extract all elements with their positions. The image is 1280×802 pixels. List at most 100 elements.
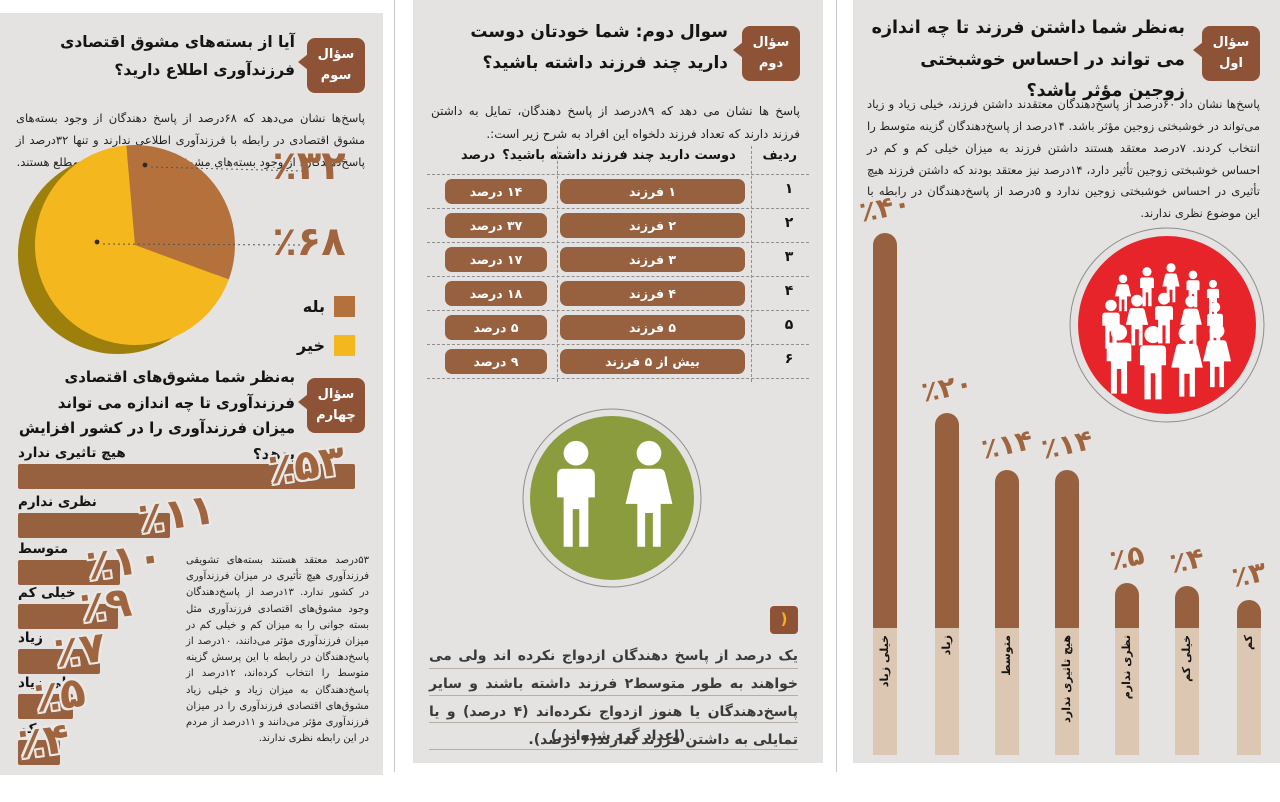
q4-bar (18, 464, 355, 489)
q2-percent-cell: ۱۸ درصد (445, 281, 547, 306)
q4-bar-category-label: خیلی کم (18, 585, 76, 601)
q1-bar-stem (1115, 628, 1139, 755)
question1-paragraph: پاسخ‌ها نشان داد ۶۰درصد از پاسخ‌دهندگان … (867, 97, 1261, 221)
q3-pie-svg (18, 145, 303, 354)
q2-col-header-percent: درصد (461, 148, 496, 163)
q1-bar-stem (1055, 628, 1079, 755)
question2-paragraph: پاسخ ها نشان می دهد که ۸۹درصد از پاسخ ده… (431, 104, 800, 141)
q3-legend-swatch (334, 335, 355, 356)
q2-table-row: ۶ بیش از ۵ فرزند ۹ درصد (427, 345, 809, 379)
pie-leader-line (150, 166, 303, 172)
q1-bar-category-label: کم (1242, 635, 1255, 651)
q4-bar-category-label: خیلی زیاد (18, 675, 82, 691)
q2-row-number: ۲ (784, 215, 794, 231)
panel-question-2: سؤال دوم سوال دوم: شما خودتان دوست دارید… (413, 0, 823, 763)
q2-couple-circle (522, 408, 702, 588)
q1-bar-category-label: نظری ندارم (1120, 635, 1133, 700)
q2-col-header-row-number: ردیف (762, 148, 797, 163)
q2-table: ردیف دوست دارید چند فرزند داشته باشید؟ درص… (427, 146, 809, 382)
q1-bar (995, 470, 1019, 628)
q2-children-cell: ۱ فرزند (560, 179, 745, 204)
q4-bar (18, 604, 118, 629)
q2-children-cell: ۵ فرزند (560, 315, 745, 340)
panel-question-3-4: سؤال سوم آیا از بسته‌های مشوق اقتصادی فر… (0, 13, 383, 775)
q2-children-cell: ۲ فرزند (560, 213, 745, 238)
q2-table-divider (751, 146, 752, 382)
q3-legend-swatch (334, 296, 355, 317)
q1-bar-category-label: متوسط (1000, 635, 1013, 676)
panel-question-1: سؤال اول به‌نظر شما داشتن فرزند تا چه ان… (853, 0, 1280, 763)
q2-children-cell: ۴ فرزند (560, 281, 745, 306)
q2-children-cell: ۳ فرزند (560, 247, 745, 272)
q4-bar-category-label: هیچ تاثیری ندارد (18, 445, 126, 461)
q2-col-header-question: دوست دارید چند فرزند داشته باشید؟ (502, 148, 736, 163)
q2-row-number: ۱ (784, 181, 794, 197)
q2-table-header-row: ردیف دوست دارید چند فرزند داشته باشید؟ درص… (427, 146, 809, 175)
q2-row-number: ۶ (784, 351, 794, 367)
q1-bar (935, 413, 959, 628)
q2-table-row: ۳ ۳ فرزند ۱۷ درصد (427, 243, 809, 277)
q1-bar-stem (873, 628, 897, 755)
question4-title: به‌نظر شما مشوق‌های اقتصادی فرزندآوری تا… (18, 368, 295, 463)
question3-tag: سؤال سوم (298, 38, 365, 93)
q1-bar-category-label: هیچ تاثیری ندارد (1060, 635, 1073, 723)
pie-slice-بله (126, 145, 235, 280)
q2-table-row: ۴ ۴ فرزند ۱۸ درصد (427, 277, 809, 311)
q4-bar (18, 560, 120, 585)
question2-title: سوال دوم: شما خودتان دوست دارید چند فرزن… (470, 22, 728, 73)
q2-table-divider (557, 146, 558, 382)
q1-bar-category-label: خیلی زیاد (878, 635, 891, 688)
q2-row-number: ۳ (784, 249, 794, 265)
q4-bar-category-label: کم (18, 721, 37, 737)
q1-bar-category-label: زیاد (940, 635, 953, 656)
q3-legend-item: بله (303, 296, 355, 317)
q2-note-mark: ( (770, 606, 798, 634)
pie-leader-line (102, 243, 303, 246)
q1-bar (1055, 470, 1079, 628)
q2-table-row: ۵ ۵ فرزند ۵ درصد (427, 311, 809, 345)
q3-pie-value-no: ٪۶۸ (272, 219, 346, 265)
q4-bar (18, 513, 170, 538)
q2-note: یک درصد از پاسخ دهندگان ازدواج نکرده اند… (429, 642, 798, 754)
question2-tag: سؤال دوم (733, 26, 800, 81)
q1-bar (1175, 586, 1199, 628)
q1-bar-stem (995, 628, 1019, 755)
q2-note-footer: (اعداد گرد شده‌اند.) (550, 728, 686, 744)
q1-bar-value-label: ٪۲۰ (918, 366, 976, 409)
q4-bar-value-label: ٪۴ (14, 712, 73, 769)
question4-paragraph: ۵۳درصد معتقد هستند بسته‌های تشویقی فرزند… (186, 555, 369, 745)
question1-tag: سؤال اول (1193, 26, 1260, 81)
q1-bar (873, 233, 897, 628)
pie-leader-dot (94, 239, 100, 245)
pie-slice-خیر (34, 145, 229, 346)
q2-table-row: ۱ ۱ فرزند ۱۴ درصد (427, 175, 809, 209)
q1-bar (1115, 583, 1139, 628)
q1-bar (1237, 600, 1261, 628)
q4-bar (18, 694, 73, 719)
q2-percent-cell: ۵ درصد (445, 315, 547, 340)
pie-leader-dot (142, 162, 148, 168)
q3-legend-label: خیر (296, 336, 325, 355)
question1-title: به‌نظر شما داشتن فرزند تا چه اندازه می ت… (871, 18, 1185, 101)
q1-crowd-circle (1069, 227, 1265, 423)
q4-bar (18, 649, 100, 674)
q2-percent-cell: ۳۷ درصد (445, 213, 547, 238)
q3-legend-label: بله (302, 297, 325, 316)
question4-tag: سؤال چهارم (298, 378, 365, 433)
q4-bar (18, 740, 60, 765)
q1-bar-stem (935, 628, 959, 755)
q2-children-cell: بیش از ۵ فرزند (560, 349, 745, 374)
q2-percent-cell: ۱۷ درصد (445, 247, 547, 272)
q4-bar-category-label: متوسط (18, 541, 69, 557)
q2-percent-cell: ۱۴ درصد (445, 179, 547, 204)
q3-pie-value-yes: ٪۳۲ (272, 143, 346, 189)
q2-row-number: ۴ (784, 283, 794, 299)
q4-bar-category-label: نظری ندارم (18, 494, 97, 510)
q2-table-row: ۲ ۲ فرزند ۳۷ درصد (427, 209, 809, 243)
q4-bar-category-label: زیاد (18, 630, 43, 646)
q2-percent-cell: ۹ درصد (445, 349, 547, 374)
fold-line-right (836, 0, 837, 772)
q1-bar-stem (1175, 628, 1199, 755)
q3-legend-item: خیر (297, 335, 355, 356)
